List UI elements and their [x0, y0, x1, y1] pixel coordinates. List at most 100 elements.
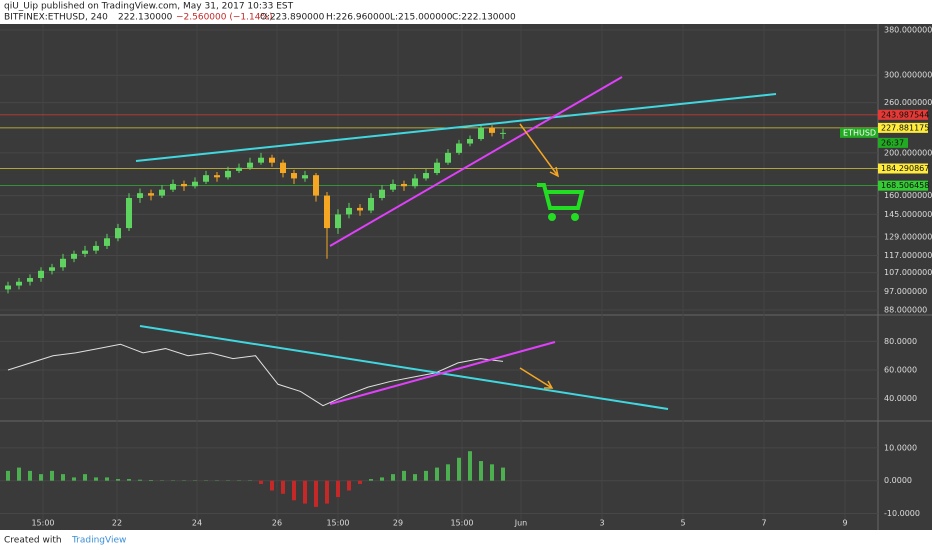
trendline: [135, 93, 777, 162]
y-tick-label: 80.0000: [884, 337, 917, 346]
y-tick-label: 60.0000: [884, 366, 917, 375]
macd-bar: [138, 479, 142, 481]
macd-bar: [61, 474, 65, 481]
x-tick-label: 15:00: [31, 519, 54, 528]
macd-bar: [391, 474, 395, 481]
symbol: BITFINEX:ETHUSD, 240: [4, 13, 108, 23]
candle-body: [137, 193, 143, 198]
macd-bar: [72, 477, 76, 481]
y-tick-label: 300.000000: [884, 71, 932, 80]
candle-body: [291, 173, 297, 179]
y-tick-label: 129.000000: [884, 232, 932, 241]
candle-body: [71, 253, 77, 259]
macd-bar: [292, 480, 296, 501]
candle-body: [49, 267, 55, 271]
x-tick-label: 15:00: [326, 519, 349, 528]
candle-body: [412, 178, 418, 187]
candle-body: [225, 170, 231, 178]
candle-body: [489, 127, 495, 133]
price-tag-label: 227.881175: [881, 123, 929, 132]
y-tick-label: 88.000000: [884, 306, 927, 315]
macd-bar: [6, 470, 10, 481]
candle-body: [258, 157, 264, 163]
macd-bar: [325, 480, 329, 504]
y-tick-label: 380.000000: [884, 26, 932, 35]
macd-bar: [468, 451, 472, 481]
macd-bar: [380, 477, 384, 481]
candle-body: [390, 183, 396, 190]
chart-bg: [0, 24, 932, 530]
macd-bar: [490, 464, 494, 481]
y-tick-label: 160.000000: [884, 191, 932, 200]
candle-body: [214, 175, 220, 178]
y-tick-label: 260.000000: [884, 98, 932, 107]
candle-body: [335, 214, 341, 229]
x-tick-label: Jun: [514, 519, 528, 528]
macd-bar: [347, 480, 351, 491]
candle-body: [104, 238, 110, 246]
change: −2.560000 (−1.14%): [176, 13, 273, 23]
macd-bar: [28, 470, 32, 481]
macd-bar: [94, 477, 98, 481]
candle-body: [357, 207, 363, 211]
candle-body: [368, 197, 374, 211]
macd-bar: [116, 479, 120, 481]
macd-bar: [479, 461, 483, 481]
candle-body: [192, 181, 198, 187]
macd-bar: [501, 467, 505, 481]
macd-bar: [127, 479, 131, 481]
x-tick-label: 15:00: [450, 519, 473, 528]
x-tick-label: 9: [842, 519, 847, 528]
y-tick-label: 97.000000: [884, 287, 927, 296]
trendline: [139, 325, 669, 410]
candle-body: [60, 258, 66, 268]
candle-body: [38, 270, 44, 279]
macd-bar: [457, 457, 461, 481]
macd-bar: [270, 480, 274, 491]
candle-body: [379, 189, 385, 198]
countdown-bg: [878, 137, 908, 148]
macd-bar: [281, 480, 285, 494]
candle-body: [148, 193, 154, 196]
price-tag: [878, 122, 928, 133]
footer-brand: TradingView: [71, 536, 126, 546]
macd-bar: [149, 480, 153, 481]
candle-body: [181, 183, 187, 187]
header-bg: [0, 0, 932, 24]
price-tag: [878, 180, 928, 191]
countdown: 26:37: [881, 138, 904, 147]
candle-body: [467, 139, 473, 144]
candle-body: [423, 173, 429, 179]
price-tag: [878, 163, 928, 174]
arrow: [519, 367, 554, 389]
y-tick-label: 40.0000: [884, 394, 917, 403]
y-tick-label: 107.000000: [884, 268, 932, 277]
candle-body: [346, 207, 352, 215]
candle-body: [280, 162, 286, 174]
price-tag-label: 184.290867: [881, 164, 929, 173]
low: L:215.000000: [390, 13, 453, 23]
arrow: [519, 123, 560, 178]
candle-body: [313, 175, 319, 196]
price-tag-label: 243.987544: [881, 110, 929, 119]
last-price: 222.130000: [118, 13, 173, 23]
macd-bar: [303, 480, 307, 504]
publisher: qiU_Uip published on TradingView.com, Ma…: [4, 2, 294, 12]
close: C:222.130000: [452, 13, 516, 23]
candle-body: [478, 127, 484, 140]
x-tick-label: 24: [192, 519, 202, 528]
x-tick-label: 5: [680, 519, 685, 528]
candle-body: [126, 197, 132, 229]
candle-body: [269, 157, 275, 163]
macd-bar: [50, 470, 54, 481]
candle-body: [401, 183, 407, 187]
x-tick-label: 7: [761, 519, 766, 528]
trendline: [329, 341, 556, 405]
candle-body: [5, 285, 11, 290]
candle-body: [170, 183, 176, 190]
price-tag: [878, 109, 928, 120]
x-tick-label: 3: [599, 519, 604, 528]
macd-bar: [446, 464, 450, 481]
candle-body: [159, 189, 165, 196]
